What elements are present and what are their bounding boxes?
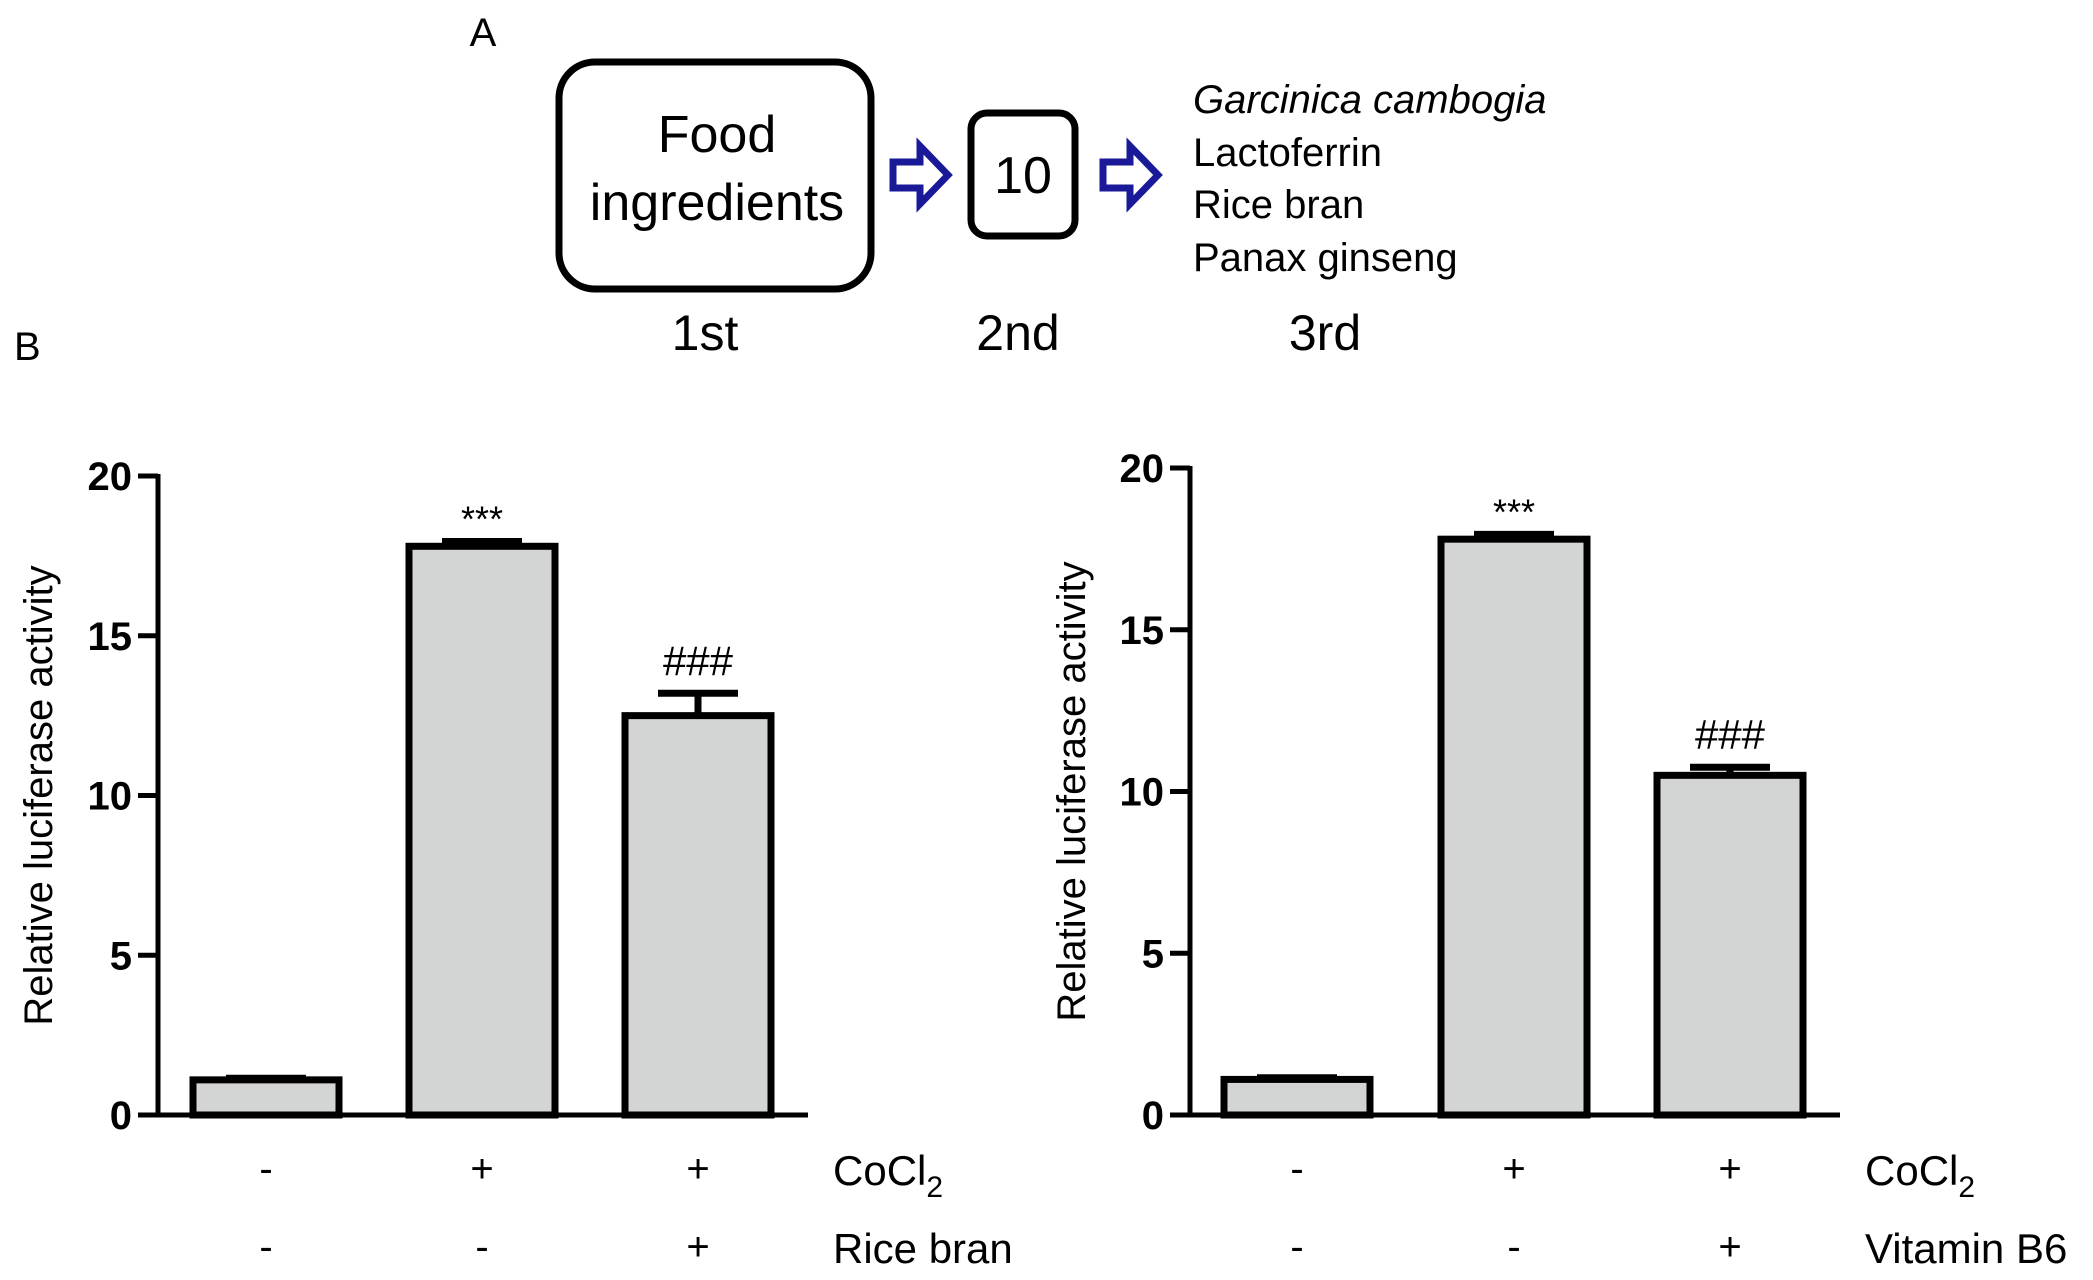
condition-label: Vitamin B6 [1865,1225,2067,1272]
bar [405,542,559,1119]
food-ingredients-box [555,58,875,293]
condition-mark: - [259,1225,272,1269]
condition-mark: + [470,1147,493,1191]
ten-box [967,109,1079,240]
stage-label: 1st [672,305,739,361]
panel-b-label: B [14,325,41,369]
left-bar-chart: 0 5 10 15 20 Relative luciferase activity *** #… [17,455,1013,1272]
condition-mark: + [1718,1147,1741,1191]
y-tick-label: 5 [1142,932,1164,976]
panel-a-flowchart: A Food ingredients 10 Garcinica cambogia… [470,11,1547,361]
significance-label: ### [1695,711,1766,758]
y-tick-label: 10 [88,775,133,819]
y-tick-label: 20 [1120,447,1165,491]
condition-mark: - [1507,1225,1520,1269]
condition-label-subscript: 2 [926,1171,943,1204]
bar [1220,1075,1374,1119]
food-ingredients-line1: Food [658,106,777,164]
final-item: Rice bran [1193,183,1364,227]
food-ingredients-line2: ingredients [590,174,844,232]
final-item: Garcinica cambogia [1193,78,1547,122]
y-tick-label: 20 [88,455,133,499]
condition-mark: + [1502,1147,1525,1191]
significance-label: *** [461,498,503,539]
condition-mark: + [686,1147,709,1191]
bar [621,712,775,1119]
condition-mark: - [259,1147,272,1191]
y-tick-label: 0 [110,1094,132,1138]
final-item: Panax ginseng [1193,236,1458,280]
y-tick-label: 0 [1142,1094,1164,1138]
y-tick-label: 10 [1120,771,1165,815]
stage-label: 2nd [976,305,1059,361]
condition-mark: + [686,1225,709,1269]
condition-label: CoCl2 [833,1147,943,1204]
right-arrow-icon [889,137,953,213]
y-axis-label: Relative luciferase activity [1050,561,1094,1021]
condition-label: Rice bran [833,1225,1013,1272]
condition-mark: - [1290,1147,1303,1191]
final-item: Lactoferrin [1193,131,1382,175]
bar [1653,771,1807,1119]
y-tick-label: 5 [110,934,132,978]
bar [189,1076,343,1119]
significance-label: ### [663,637,734,684]
panel-a-label: A [470,11,497,55]
condition-label: CoCl2 [1865,1147,1975,1204]
condition-mark: - [475,1225,488,1269]
significance-label: *** [1493,491,1535,532]
bar [1437,535,1591,1119]
right-bar-chart: 0 5 10 15 20 Relative luciferase activity *** #… [1050,447,2067,1272]
condition-mark: - [1290,1225,1303,1269]
y-tick-label: 15 [88,615,133,659]
condition-mark: + [1718,1225,1741,1269]
stage-label: 3rd [1289,305,1361,361]
condition-label-subscript: 2 [1958,1171,1975,1204]
right-arrow-icon [1099,137,1163,213]
y-axis-label: Relative luciferase activity [17,565,61,1025]
y-tick-label: 15 [1120,609,1165,653]
ten-box-value: 10 [994,147,1052,205]
